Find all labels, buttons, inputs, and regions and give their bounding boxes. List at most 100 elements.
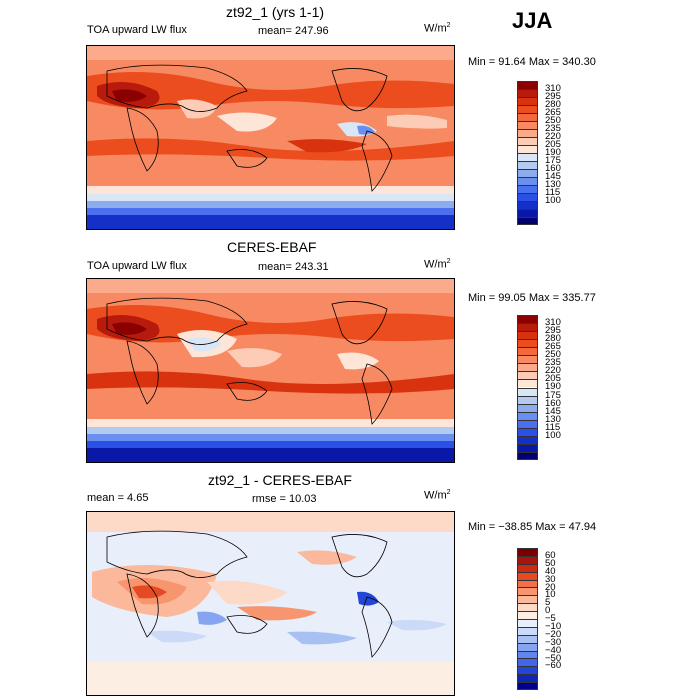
panel2-minmax: Min = 99.05 Max = 335.77 [468,292,596,304]
panel3-minmax: Min = −38.85 Max = 47.94 [468,521,597,533]
colorbar-swatch [517,177,538,185]
panel2-mean: mean= 243.31 [258,261,329,273]
colorbar-tick-label: 280 [545,99,561,110]
colorbar-swatch [517,427,538,436]
colorbar-swatch [517,217,538,225]
colorbar-tick-label: 205 [545,139,561,150]
colorbar-tick-label: 100 [545,195,561,206]
panel2-title: CERES-EBAF [227,239,317,255]
colorbar-swatch [517,603,538,612]
panel1-title: zt92_1 (yrs 1-1) [226,4,325,20]
colorbar-swatch [517,363,538,372]
colorbar-tick-label: 295 [545,91,561,102]
colorbar-tick-label: 295 [545,325,561,337]
colorbar-tick-label: 265 [545,107,561,118]
colorbar-swatch [517,379,538,388]
colorbar-tick-label: 220 [545,131,561,142]
panel3-colorbar-outline [517,548,538,690]
colorbar-swatch [517,161,538,169]
colorbar-tick-label: 0 [545,605,551,617]
panel2-variable-label: TOA upward LW flux [87,260,187,272]
season-label: JJA [512,8,553,33]
colorbar-swatch [517,209,538,217]
colorbar-tick-label: 205 [545,373,561,385]
colorbar-swatch [517,89,538,97]
colorbar-tick-label: 250 [545,349,561,361]
colorbar-tick-label: 130 [545,179,561,190]
colorbar-swatch [517,193,538,201]
colorbar-tick-label: −5 [545,613,556,625]
colorbar-swatch [517,347,538,356]
colorbar-tick-label: 175 [545,389,561,401]
colorbar-swatch [517,451,538,460]
colorbar-swatch [517,355,538,364]
panel2-unit: W/m2 [424,258,451,271]
colorbar-swatch [517,315,538,324]
colorbar-swatch [517,579,538,588]
colorbar-swatch [517,339,538,348]
colorbar-swatch [517,563,538,572]
colorbar-swatch [517,443,538,452]
panel1-minmax: Min = 91.64 Max = 340.30 [468,56,596,68]
colorbar-swatch [517,642,538,651]
colorbar-swatch [517,626,538,635]
colorbar-swatch [517,323,538,332]
colorbar-tick-label: −30 [545,636,562,648]
colorbar-swatch [517,411,538,420]
colorbar-swatch [517,587,538,596]
panel1-unit: W/m2 [424,22,451,35]
colorbar-tick-label: 190 [545,147,561,158]
colorbar-swatch [517,113,538,121]
colorbar-tick-label: 5 [545,597,551,609]
colorbar-tick-label: 20 [545,581,556,593]
colorbar-tick-label: 280 [545,333,561,345]
colorbar-tick-label: 30 [545,573,556,585]
colorbar-swatch [517,137,538,145]
colorbar-swatch [517,145,538,153]
panel2-colorbar-outline [517,315,538,460]
colorbar-swatch [517,371,538,380]
colorbar-swatch [517,658,538,667]
colorbar-tick-label: 145 [545,171,561,182]
colorbar-swatch [517,682,538,690]
panel2-colorbar [517,315,538,460]
colorbar-swatch [517,666,538,675]
colorbar-swatch [517,555,538,564]
colorbar-tick-label: 310 [545,317,561,329]
colorbar-swatch [517,201,538,209]
colorbar-tick-label: −50 [545,652,562,664]
panel3-colorbar [517,548,538,690]
panel3-title: zt92_1 - CERES-EBAF [208,472,352,488]
colorbar-swatch [517,435,538,444]
colorbar-swatch [517,121,538,129]
colorbar-swatch [517,97,538,105]
colorbar-tick-label: −40 [545,644,562,656]
colorbar-swatch [517,403,538,412]
colorbar-swatch [517,419,538,428]
colorbar-tick-label: 40 [545,565,556,577]
colorbar-tick-label: 60 [545,549,556,561]
panel3-unit: W/m2 [424,489,451,502]
colorbar-swatch [517,674,538,683]
colorbar-tick-label: 190 [545,381,561,393]
colorbar-swatch [517,548,538,556]
colorbar-swatch [517,81,538,89]
colorbar-swatch [517,634,538,643]
colorbar-tick-label: 115 [545,421,561,433]
colorbar-swatch [517,619,538,627]
colorbar-tick-label: 250 [545,115,561,126]
panel2-map [86,278,455,463]
colorbar-tick-label: 235 [545,357,561,369]
colorbar-swatch [517,387,538,396]
panel3-rmse: rmse = 10.03 [252,493,317,505]
colorbar-tick-label: 160 [545,163,561,174]
panel1-map [86,45,455,230]
colorbar-tick-label: 175 [545,155,561,166]
panel1-colorbar [517,81,538,225]
colorbar-swatch [517,153,538,161]
colorbar-swatch [517,571,538,580]
colorbar-tick-label: 160 [545,397,561,409]
panel1-colorbar-outline [517,81,538,225]
colorbar-tick-label: 310 [545,83,561,94]
colorbar-swatch [517,331,538,340]
